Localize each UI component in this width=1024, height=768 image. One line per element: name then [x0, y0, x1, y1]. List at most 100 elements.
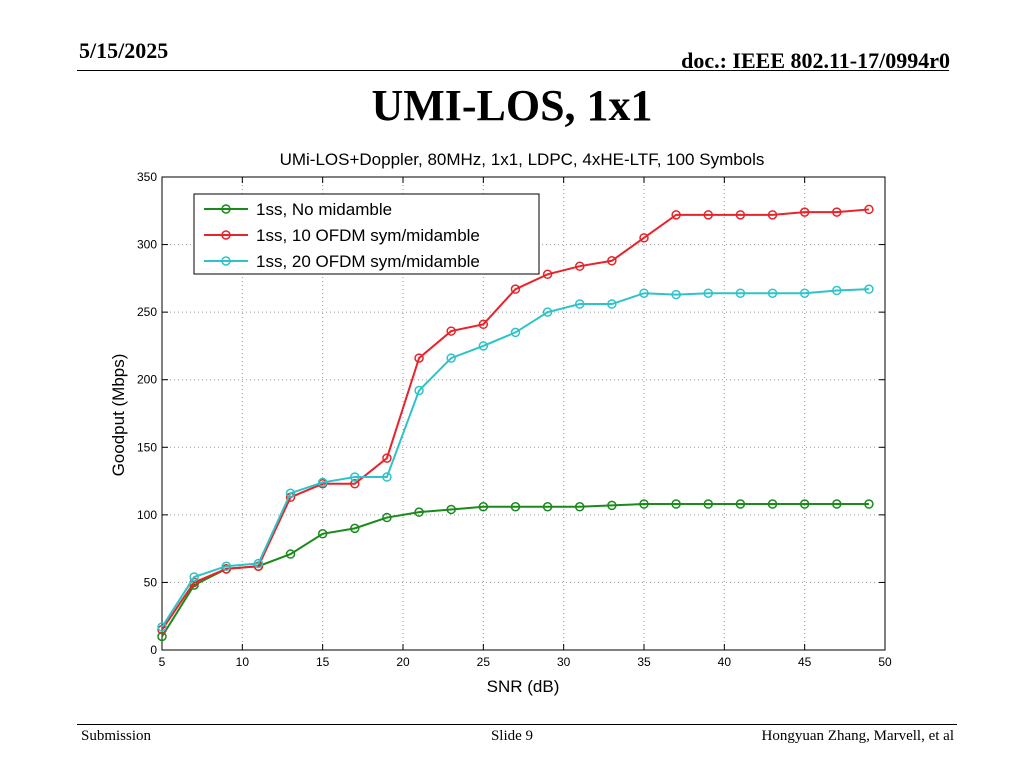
y-tick-label: 150 [137, 440, 157, 454]
footer-slide-number: Slide 9 [490, 728, 534, 744]
data-point-series-3 [317, 477, 328, 488]
series-line-2 [161, 208, 870, 631]
data-point-series-2 [767, 210, 778, 220]
x-tick-label: 5 [159, 655, 166, 669]
data-point-series-1 [703, 499, 714, 509]
y-tick-label: 0 [150, 643, 157, 657]
x-tick-label: 40 [718, 655, 732, 669]
data-point-series-1 [574, 501, 585, 512]
data-point-series-3 [542, 307, 553, 317]
y-tick-label: 50 [144, 575, 158, 589]
data-point-series-2 [446, 326, 456, 336]
data-point-series-1 [317, 529, 328, 539]
data-point-series-1 [671, 499, 681, 509]
data-point-series-3 [478, 341, 489, 351]
data-point-series-2 [639, 233, 649, 243]
x-tick-label: 30 [557, 655, 571, 669]
legend-swatch-marker [221, 230, 231, 240]
document-id: doc.: IEEE 802.11-17/0994r0 [681, 48, 950, 73]
data-point-series-3 [189, 572, 199, 582]
data-point-series-1 [735, 499, 746, 509]
data-point-series-2 [864, 204, 874, 215]
y-tick-label: 350 [137, 170, 157, 184]
data-point-series-3 [510, 327, 521, 338]
data-point-series-1 [799, 499, 810, 509]
data-point-series-2 [671, 210, 681, 220]
header-divider [77, 70, 949, 71]
data-point-series-3 [157, 622, 167, 632]
x-tick-label: 10 [236, 655, 250, 669]
data-point-series-3 [671, 289, 681, 300]
data-point-series-1 [446, 504, 456, 515]
x-tick-label: 35 [637, 655, 651, 669]
data-point-series-2 [703, 210, 714, 220]
legend-swatch-marker [221, 204, 231, 214]
data-point-series-2 [832, 207, 842, 217]
data-point-series-2 [350, 479, 360, 489]
footer-divider [77, 724, 957, 725]
data-point-series-1 [157, 631, 167, 642]
data-point-series-2 [221, 564, 232, 574]
y-tick-label: 250 [137, 305, 157, 319]
data-point-series-1 [864, 499, 874, 509]
data-point-series-3 [253, 558, 264, 569]
footer-submission: Submission [81, 728, 152, 744]
data-point-series-1 [542, 501, 553, 512]
data-point-series-1 [832, 499, 842, 509]
slide-title: UMI-LOS, 1x1 [371, 81, 653, 130]
data-point-series-2 [574, 261, 585, 271]
data-point-series-3 [350, 472, 360, 482]
series-line-1 [161, 503, 869, 638]
data-point-series-2 [607, 256, 617, 266]
data-point-series-3 [382, 472, 392, 482]
data-point-series-2 [542, 269, 553, 280]
data-point-series-3 [574, 299, 585, 309]
data-point-series-3 [639, 288, 649, 298]
data-point-series-3 [446, 353, 456, 363]
x-axis-label: SNR (dB) [487, 677, 560, 696]
legend-label: 1ss, 10 OFDM sym/midamble [256, 226, 480, 245]
data-point-series-1 [478, 501, 489, 512]
data-point-series-1 [382, 512, 392, 523]
x-tick-label: 50 [878, 655, 892, 669]
slide-date: 5/15/2025 [79, 38, 169, 63]
data-point-series-1 [607, 500, 617, 511]
data-point-series-2 [510, 284, 521, 294]
x-tick-label: 20 [396, 655, 410, 669]
data-point-series-1 [414, 507, 424, 517]
data-point-series-3 [864, 284, 874, 294]
chart-title: UMi-LOS+Doppler, 80MHz, 1x1, LDPC, 4xHE-… [280, 150, 765, 169]
plot-frame [161, 176, 886, 651]
y-tick-label: 300 [137, 238, 157, 252]
data-point-series-3 [832, 285, 842, 296]
data-point-series-2 [382, 453, 392, 463]
data-point-series-3 [767, 288, 778, 298]
data-point-series-2 [478, 319, 489, 330]
data-point-series-2 [735, 210, 746, 220]
data-point-series-1 [285, 549, 296, 559]
data-point-series-3 [607, 299, 617, 309]
legend-label: 1ss, No midamble [256, 200, 392, 219]
data-point-series-1 [350, 523, 360, 534]
y-axis-label: Goodput (Mbps) [109, 354, 128, 477]
series-line-3 [161, 288, 869, 628]
data-point-series-3 [285, 488, 296, 498]
data-point-series-1 [510, 501, 521, 512]
data-point-series-3 [414, 385, 424, 396]
y-tick-label: 200 [137, 373, 157, 387]
footer-authors: Hongyuan Zhang, Marvell, et al [761, 728, 954, 744]
x-tick-label: 15 [316, 655, 330, 669]
y-tick-label: 100 [137, 508, 157, 522]
data-point-series-3 [735, 288, 746, 298]
data-point-series-3 [799, 288, 810, 298]
x-tick-label: 25 [477, 655, 491, 669]
data-point-series-1 [767, 499, 778, 509]
data-point-series-2 [414, 353, 424, 363]
legend-label: 1ss, 20 OFDM sym/midamble [256, 252, 480, 271]
legend-swatch-marker [221, 256, 231, 266]
data-point-series-2 [799, 207, 810, 217]
legend-box [193, 193, 540, 275]
x-tick-label: 45 [798, 655, 812, 669]
data-point-series-3 [221, 561, 232, 571]
